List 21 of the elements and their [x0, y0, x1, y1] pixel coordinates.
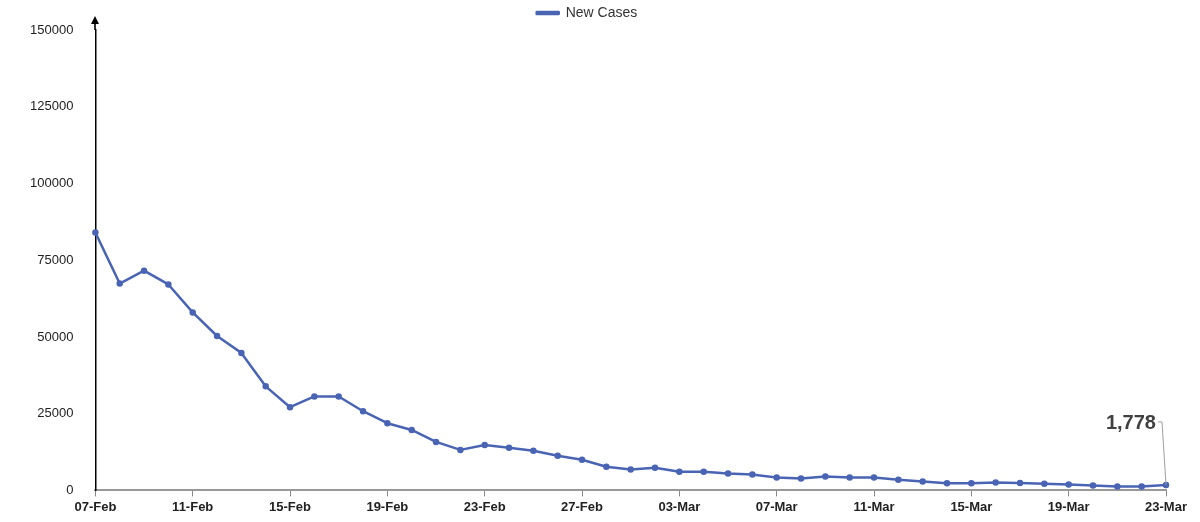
legend-label: New Cases	[565, 3, 638, 20]
y-tick-label: 100000	[29, 175, 74, 191]
x-tick-label: 19-Mar	[1047, 498, 1090, 514]
y-tick-label: 150000	[29, 21, 74, 37]
x-tick-label: 15-Mar	[950, 498, 993, 514]
x-tick-label: 03-Mar	[658, 498, 701, 514]
x-tick-label: 19-Feb	[366, 498, 409, 514]
y-tick-label: 25000	[37, 405, 74, 421]
x-tick-label: 11-Mar	[853, 498, 895, 514]
x-tick-label: 07-Mar	[755, 498, 798, 514]
x-tick-label: 11-Feb	[172, 498, 214, 514]
x-tick-label: 07-Feb	[74, 498, 117, 514]
y-tick-label: 0	[66, 481, 74, 497]
y-tick-label: 125000	[29, 98, 74, 114]
y-tick-label: 50000	[37, 328, 74, 344]
x-tick-label: 15-Feb	[269, 498, 312, 514]
data-label: 1,778	[1105, 411, 1156, 434]
x-tick-label: 23-Mar	[1145, 498, 1187, 514]
x-tick-label: 23-Feb	[463, 498, 506, 514]
x-tick-label: 27-Feb	[561, 498, 604, 514]
y-tick-label: 75000	[37, 251, 74, 267]
